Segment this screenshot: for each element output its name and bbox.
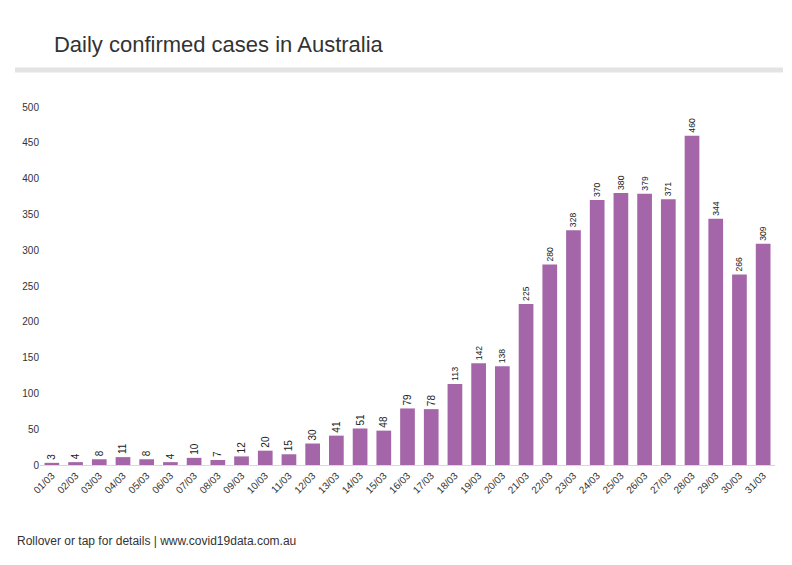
svg-text:19/03: 19/03	[458, 470, 484, 496]
svg-text:06/03: 06/03	[150, 470, 176, 496]
svg-text:300: 300	[22, 245, 39, 256]
svg-text:4: 4	[165, 453, 176, 459]
svg-text:22/03: 22/03	[529, 470, 555, 496]
svg-text:07/03: 07/03	[174, 470, 200, 496]
svg-text:Rollover or tap for details |: Rollover or tap for details | www.covid1…	[17, 534, 296, 548]
svg-text:20/03: 20/03	[482, 470, 508, 496]
svg-text:30/03: 30/03	[719, 470, 745, 496]
svg-text:370: 370	[592, 183, 602, 198]
svg-text:24/03: 24/03	[577, 470, 603, 496]
svg-text:0: 0	[33, 460, 39, 471]
svg-text:09/03: 09/03	[221, 470, 247, 496]
svg-text:11: 11	[117, 443, 128, 454]
svg-text:28/03: 28/03	[671, 470, 697, 496]
svg-text:8: 8	[141, 450, 152, 456]
svg-text:266: 266	[734, 257, 744, 272]
svg-text:17/03: 17/03	[411, 470, 437, 496]
svg-text:4: 4	[70, 453, 81, 459]
svg-text:379: 379	[640, 176, 650, 191]
svg-text:13/03: 13/03	[316, 470, 342, 496]
svg-text:12/03: 12/03	[292, 470, 318, 496]
svg-text:100: 100	[22, 388, 39, 399]
svg-text:08/03: 08/03	[197, 470, 223, 496]
svg-text:328: 328	[568, 213, 578, 228]
svg-text:10/03: 10/03	[245, 470, 271, 496]
svg-text:225: 225	[521, 286, 531, 301]
svg-text:23/03: 23/03	[553, 470, 579, 496]
svg-text:27/03: 27/03	[648, 470, 674, 496]
svg-text:500: 500	[22, 102, 39, 113]
svg-text:03/03: 03/03	[79, 470, 105, 496]
svg-text:50: 50	[28, 424, 40, 435]
svg-text:142: 142	[474, 346, 484, 361]
svg-text:48: 48	[378, 416, 389, 428]
svg-text:380: 380	[616, 175, 626, 190]
svg-text:18/03: 18/03	[434, 470, 460, 496]
svg-text:250: 250	[22, 281, 39, 292]
svg-text:51: 51	[355, 414, 366, 426]
svg-text:350: 350	[22, 209, 39, 220]
svg-text:41: 41	[331, 421, 342, 433]
svg-text:29/03: 29/03	[695, 470, 721, 496]
svg-text:371: 371	[663, 182, 673, 197]
svg-text:15/03: 15/03	[363, 470, 389, 496]
svg-text:02/03: 02/03	[55, 470, 81, 496]
svg-text:400: 400	[22, 173, 39, 184]
svg-text:16/03: 16/03	[387, 470, 413, 496]
svg-text:21/03: 21/03	[506, 470, 532, 496]
svg-text:31/03: 31/03	[743, 470, 769, 496]
svg-text:Daily confirmed cases in Austr: Daily confirmed cases in Australia	[54, 32, 384, 57]
svg-text:25/03: 25/03	[600, 470, 626, 496]
svg-text:150: 150	[22, 352, 39, 363]
svg-text:460: 460	[687, 118, 697, 133]
svg-text:113: 113	[450, 367, 460, 381]
svg-text:3: 3	[46, 454, 57, 460]
svg-text:20: 20	[260, 436, 271, 448]
svg-text:79: 79	[402, 394, 413, 406]
svg-text:04/03: 04/03	[102, 470, 128, 496]
svg-text:138: 138	[497, 349, 507, 364]
svg-text:7: 7	[212, 451, 223, 457]
svg-text:11/03: 11/03	[269, 470, 294, 495]
svg-text:78: 78	[426, 395, 437, 407]
svg-text:309: 309	[758, 226, 768, 241]
svg-text:30: 30	[307, 429, 318, 441]
svg-text:8: 8	[94, 450, 105, 456]
svg-text:15: 15	[283, 440, 294, 452]
svg-text:14/03: 14/03	[340, 470, 366, 496]
svg-text:05/03: 05/03	[126, 470, 152, 496]
svg-text:200: 200	[22, 316, 39, 327]
svg-text:280: 280	[545, 247, 555, 262]
svg-text:344: 344	[711, 201, 721, 216]
svg-text:01/03: 01/03	[31, 470, 57, 496]
svg-text:12: 12	[236, 442, 247, 454]
svg-text:26/03: 26/03	[624, 470, 650, 496]
svg-text:10: 10	[189, 443, 200, 455]
svg-text:450: 450	[22, 137, 39, 148]
